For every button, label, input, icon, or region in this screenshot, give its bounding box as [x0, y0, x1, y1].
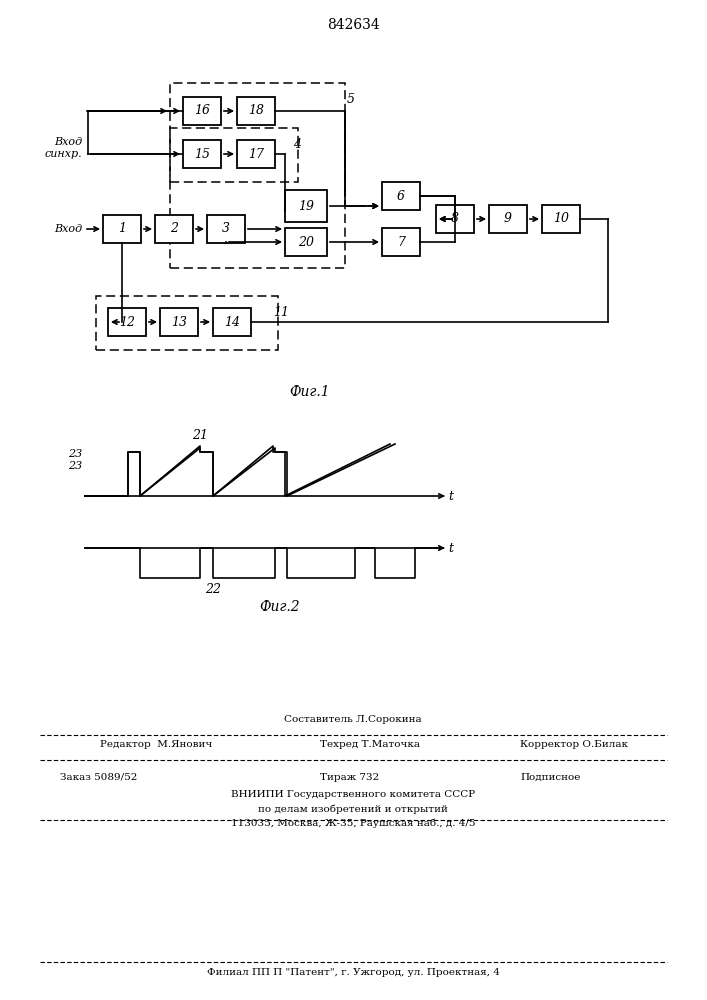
- Bar: [183, 140, 221, 168]
- Text: 113035, Москва, Ж-35, Раушская наб., д. 4/5: 113035, Москва, Ж-35, Раушская наб., д. …: [230, 818, 475, 828]
- Bar: [213, 308, 251, 336]
- Text: Фиг.2: Фиг.2: [259, 600, 300, 614]
- Text: 2: 2: [170, 223, 178, 235]
- Text: по делам изобретений и открытий: по делам изобретений и открытий: [258, 804, 448, 814]
- Text: 7: 7: [397, 235, 405, 248]
- Bar: [382, 182, 420, 210]
- Text: Вход: Вход: [54, 224, 82, 234]
- Text: 22: 22: [205, 583, 221, 596]
- Bar: [103, 215, 141, 243]
- Text: 4: 4: [293, 138, 301, 151]
- Text: 14: 14: [224, 316, 240, 328]
- Text: 3: 3: [222, 223, 230, 235]
- Text: 17: 17: [248, 147, 264, 160]
- Text: 23: 23: [68, 461, 82, 471]
- Text: Заказ 5089/52: Заказ 5089/52: [60, 773, 137, 782]
- Text: ВНИИПИ Государственного комитета СССР: ВНИИПИ Государственного комитета СССР: [231, 790, 475, 799]
- Bar: [237, 140, 275, 168]
- Text: 18: 18: [248, 104, 264, 117]
- Text: Вход
синхр.: Вход синхр.: [45, 137, 82, 159]
- Bar: [542, 205, 580, 233]
- Text: Филиал ПП П "Патент", г. Ужгород, ул. Проектная, 4: Филиал ПП П "Патент", г. Ужгород, ул. Пр…: [206, 968, 499, 977]
- Text: 21: 21: [192, 429, 208, 442]
- Bar: [237, 97, 275, 125]
- Text: 5: 5: [347, 93, 355, 106]
- Text: Корректор О.Билак: Корректор О.Билак: [520, 740, 628, 749]
- Text: Тираж 732: Тираж 732: [320, 773, 379, 782]
- Text: 8: 8: [451, 213, 459, 226]
- Bar: [489, 205, 527, 233]
- Text: 9: 9: [504, 213, 512, 226]
- Bar: [155, 215, 193, 243]
- Text: Фиг.1: Фиг.1: [290, 385, 330, 399]
- Bar: [96, 296, 278, 350]
- Text: Подписное: Подписное: [520, 773, 580, 782]
- Bar: [285, 228, 327, 256]
- Text: 20: 20: [298, 235, 314, 248]
- Text: t: t: [448, 489, 453, 502]
- Text: 11: 11: [273, 306, 289, 319]
- Text: Составитель Л.Сорокина: Составитель Л.Сорокина: [284, 715, 422, 724]
- Text: 19: 19: [298, 200, 314, 213]
- Text: 23: 23: [68, 449, 82, 459]
- Text: 16: 16: [194, 104, 210, 117]
- Text: 842634: 842634: [327, 18, 380, 32]
- Text: 1: 1: [118, 223, 126, 235]
- Bar: [170, 128, 298, 182]
- Bar: [160, 308, 198, 336]
- Bar: [108, 308, 146, 336]
- Text: 10: 10: [553, 213, 569, 226]
- Text: t: t: [448, 542, 453, 554]
- Bar: [382, 228, 420, 256]
- Text: 6: 6: [397, 190, 405, 202]
- Bar: [207, 215, 245, 243]
- Bar: [170, 83, 345, 268]
- Bar: [436, 205, 474, 233]
- Bar: [285, 190, 327, 222]
- Bar: [183, 97, 221, 125]
- Text: 15: 15: [194, 147, 210, 160]
- Text: Редактор  М.Янович: Редактор М.Янович: [100, 740, 212, 749]
- Text: Техред Т.Маточка: Техред Т.Маточка: [320, 740, 420, 749]
- Text: 12: 12: [119, 316, 135, 328]
- Text: 13: 13: [171, 316, 187, 328]
